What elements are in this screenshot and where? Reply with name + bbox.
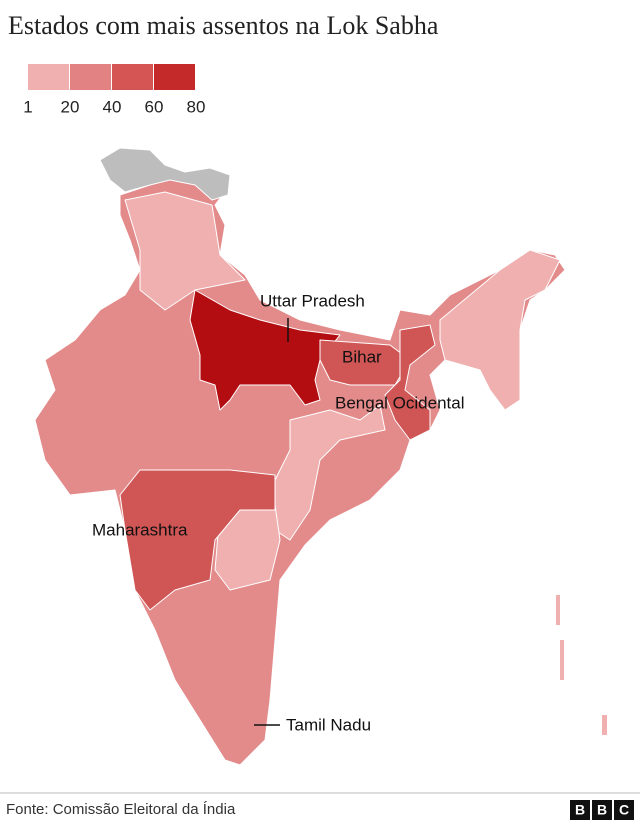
logo-box [592,800,612,820]
label: Maharashtra [92,520,188,539]
legend-swatch [70,64,111,90]
legend-tick-label: 20 [61,97,80,116]
legend-swatch [28,64,69,90]
label: Uttar Pradesh [260,291,365,310]
maharashtra [119,469,276,611]
kashmir [99,147,231,201]
label: Bengal Ocidental [335,393,464,412]
northeast [439,249,561,411]
map [34,147,607,766]
label: Bihar [342,347,382,366]
legend: 1 20 40 60 80 [23,64,205,116]
uttar-pradesh [189,289,341,411]
island [556,595,560,625]
legend-tick-label: 1 [23,97,32,116]
legend-tick-label: 40 [103,97,122,116]
island [602,715,607,735]
logo-letter: C [619,802,629,818]
legend-tick-label: 60 [145,97,164,116]
legend-tick-label: 80 [187,97,206,116]
title: Estados com mais assentos na Lok Sabha [8,11,439,40]
north-light [124,191,246,311]
logo-box [614,800,634,820]
label: Tamil Nadu [286,715,371,734]
source: Fonte: Comissão Eleitoral da Índia [6,801,236,818]
logo-box [570,800,590,820]
logo-letter: B [597,802,607,818]
legend-swatch [154,64,195,90]
island [560,640,564,680]
legend-swatch [112,64,153,90]
bihar [319,339,411,386]
bengal [384,324,436,441]
logo-letter: B [575,802,585,818]
